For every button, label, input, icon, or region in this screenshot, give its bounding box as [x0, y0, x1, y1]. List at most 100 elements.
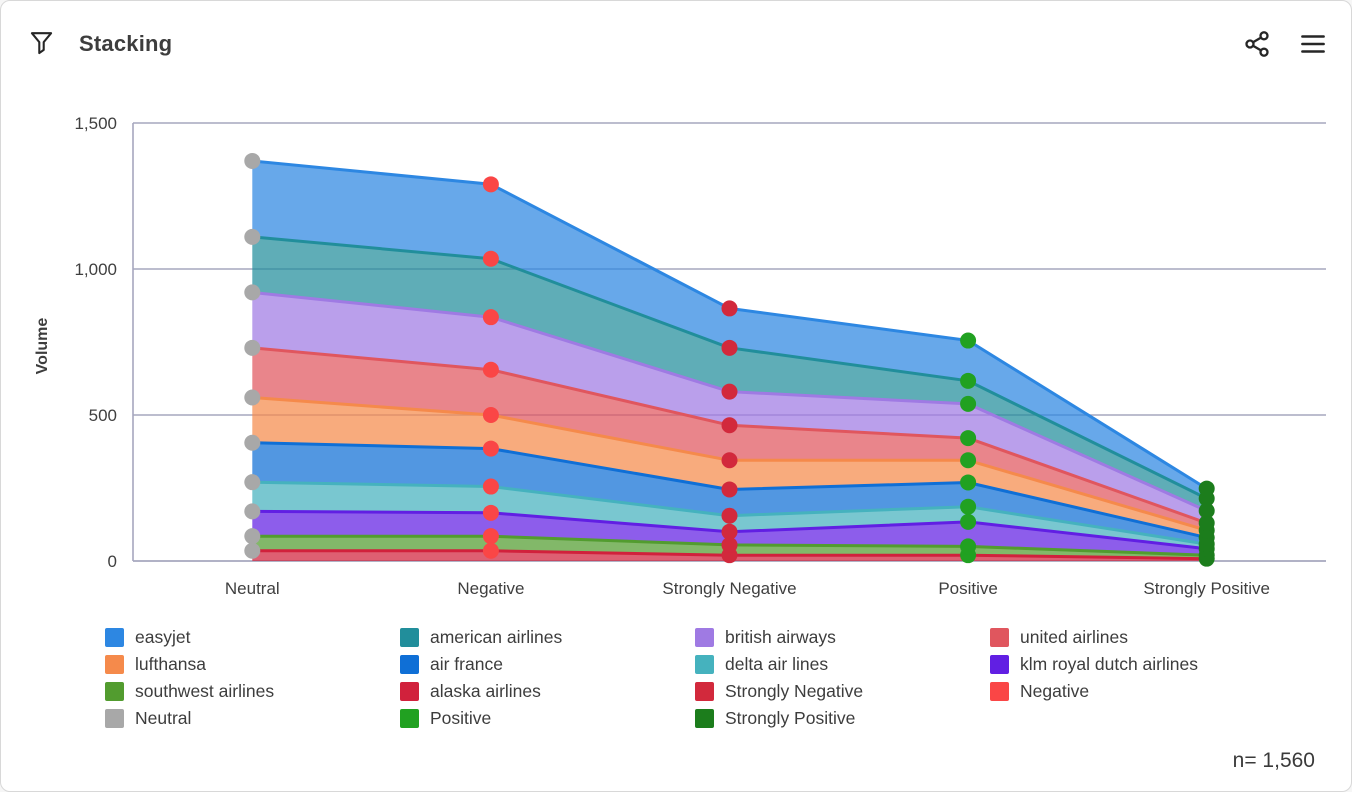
- data-point-strongly-negative[interactable]: [721, 383, 738, 400]
- plot-area: 0 500 1,000 1,500 Neutral Negative Strongly Ne…: [74, 114, 1326, 598]
- y-tick-label: 0: [108, 552, 117, 571]
- legend-swatch-icon: [695, 682, 714, 701]
- data-point-negative[interactable]: [482, 504, 499, 521]
- legend-label: Strongly Negative: [725, 681, 864, 701]
- legend-item-lufthansa[interactable]: lufthansa: [105, 654, 400, 675]
- x-category-label: Strongly Positive: [1143, 579, 1270, 598]
- data-point-negative[interactable]: [482, 407, 499, 423]
- legend-item-easyjet[interactable]: easyjet: [105, 627, 400, 648]
- area-easyjet[interactable]: [252, 161, 1207, 499]
- data-point-positive[interactable]: [960, 332, 977, 349]
- legend-swatch-icon: [105, 709, 124, 728]
- legend-item-southwest-airlines[interactable]: southwest airlines: [105, 681, 400, 702]
- legend-label: klm royal dutch airlines: [1020, 654, 1198, 674]
- data-point-strongly-positive[interactable]: [1198, 480, 1215, 497]
- data-point-strongly-negative[interactable]: [721, 339, 738, 356]
- filter-button[interactable]: [25, 29, 57, 61]
- legend-item-alaska-airlines[interactable]: alaska airlines: [400, 681, 695, 702]
- data-point-strongly-positive[interactable]: [1198, 502, 1215, 519]
- share-icon: [1243, 30, 1271, 61]
- legend-label: Positive: [430, 708, 492, 728]
- y-tick-label: 1,500: [74, 114, 117, 133]
- legend-item-united-airlines[interactable]: united airlines: [990, 627, 1295, 648]
- data-point-neutral[interactable]: [244, 528, 261, 545]
- data-point-positive[interactable]: [960, 430, 977, 447]
- data-point-positive[interactable]: [960, 498, 977, 515]
- data-point-strongly-negative[interactable]: [721, 417, 738, 434]
- data-point-neutral[interactable]: [244, 228, 261, 245]
- legend-swatch-icon: [400, 628, 419, 647]
- legend-label: united airlines: [1020, 627, 1128, 647]
- y-tick-label: 500: [89, 406, 117, 425]
- data-point-positive[interactable]: [960, 474, 977, 491]
- x-category-label: Positive: [938, 579, 998, 598]
- data-point-positive[interactable]: [960, 452, 977, 469]
- legend-swatch-icon: [695, 628, 714, 647]
- data-point-strongly-negative[interactable]: [721, 536, 738, 553]
- legend-swatch-icon: [990, 682, 1009, 701]
- legend-label: american airlines: [430, 627, 563, 647]
- legend-item-air-france[interactable]: air france: [400, 654, 695, 675]
- data-point-strongly-negative[interactable]: [721, 452, 738, 469]
- x-category-label: Strongly Negative: [662, 579, 796, 598]
- menu-button[interactable]: [1297, 29, 1329, 61]
- data-point-strongly-negative[interactable]: [721, 507, 738, 524]
- data-point-positive[interactable]: [960, 372, 977, 389]
- legend-label: alaska airlines: [430, 681, 541, 701]
- legend-item-neutral[interactable]: Neutral: [105, 708, 400, 729]
- data-point-strongly-positive[interactable]: [1198, 515, 1215, 532]
- data-point-negative[interactable]: [482, 542, 499, 559]
- data-point-negative[interactable]: [482, 361, 499, 378]
- legend-swatch-icon: [105, 655, 124, 674]
- legend-item-negative[interactable]: Negative: [990, 681, 1295, 702]
- area-american-airlines[interactable]: [252, 236, 1207, 511]
- data-point-neutral[interactable]: [244, 284, 261, 301]
- legend-item-klm-royal-dutch-airlines[interactable]: klm royal dutch airlines: [990, 654, 1295, 675]
- hamburger-icon: [1298, 29, 1328, 62]
- data-point-neutral[interactable]: [244, 542, 261, 559]
- legend-item-delta-air-lines[interactable]: delta air lines: [695, 654, 990, 675]
- data-point-negative[interactable]: [482, 440, 499, 457]
- chart-legend: easyjet american airlines british airways u…: [105, 627, 1295, 729]
- data-point-positive[interactable]: [960, 538, 977, 555]
- legend-swatch-icon: [695, 655, 714, 674]
- data-point-neutral[interactable]: [244, 503, 261, 520]
- data-point-neutral[interactable]: [244, 389, 261, 406]
- legend-swatch-icon: [400, 682, 419, 701]
- data-point-strongly-negative[interactable]: [721, 523, 738, 540]
- data-point-strongly-negative[interactable]: [721, 300, 738, 317]
- data-point-negative[interactable]: [482, 176, 499, 193]
- sample-size-label: n= 1,560: [1232, 749, 1315, 772]
- legend-label: easyjet: [135, 627, 191, 647]
- data-point-neutral[interactable]: [244, 474, 261, 491]
- legend-swatch-icon: [695, 709, 714, 728]
- data-point-negative[interactable]: [482, 528, 499, 545]
- data-points: [244, 152, 1215, 567]
- legend-item-strongly-negative[interactable]: Strongly Negative: [695, 681, 990, 702]
- legend-item-british-airways[interactable]: british airways: [695, 627, 990, 648]
- data-point-negative[interactable]: [482, 250, 499, 267]
- legend-item-american-airlines[interactable]: american airlines: [400, 627, 695, 648]
- data-point-neutral[interactable]: [244, 339, 261, 356]
- data-point-neutral[interactable]: [244, 434, 261, 451]
- legend-item-positive[interactable]: Positive: [400, 708, 695, 729]
- legend-item-strongly-positive[interactable]: Strongly Positive: [695, 708, 990, 729]
- stacked-area-chart: Volume 0 500 1,000 1,500 Neutral Negative Stro…: [1, 1, 1351, 613]
- data-point-positive[interactable]: [960, 395, 977, 412]
- x-category-label: Neutral: [225, 579, 280, 598]
- data-point-negative[interactable]: [482, 478, 499, 495]
- legend-swatch-icon: [990, 628, 1009, 647]
- area-british-airways[interactable]: [252, 292, 1207, 523]
- data-point-positive[interactable]: [960, 513, 977, 530]
- legend-swatch-icon: [105, 682, 124, 701]
- funnel-icon: [28, 30, 55, 60]
- legend-label: delta air lines: [725, 654, 829, 674]
- data-point-strongly-negative[interactable]: [721, 481, 738, 498]
- y-tick-label: 1,000: [74, 260, 117, 279]
- area-delta-air-lines[interactable]: [252, 482, 1207, 549]
- legend-label: lufthansa: [135, 654, 207, 674]
- data-point-neutral[interactable]: [244, 152, 261, 169]
- data-point-negative[interactable]: [482, 309, 499, 326]
- area-united-airlines[interactable]: [252, 347, 1207, 531]
- share-button[interactable]: [1241, 29, 1273, 61]
